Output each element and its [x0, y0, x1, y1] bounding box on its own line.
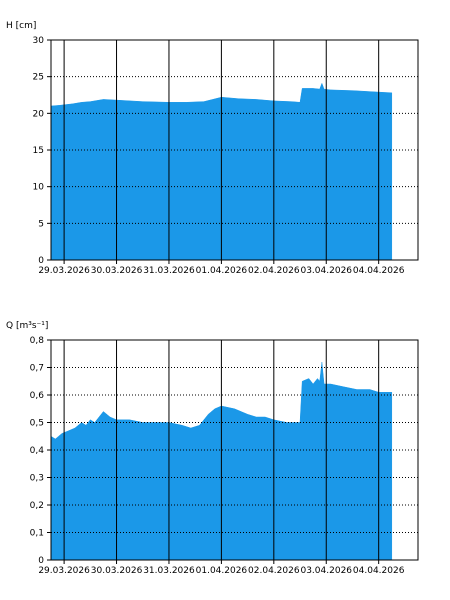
y-tick-label: 0,2: [30, 501, 44, 511]
y-tick-label: 30: [33, 36, 45, 46]
y-tick-label: 20: [33, 109, 45, 119]
y-tick-label: 25: [33, 73, 44, 83]
y-tick-label: 0,3: [30, 474, 44, 484]
x-tick-label: 04.04.2026: [353, 266, 405, 276]
x-tick-label: 04.04.2026: [353, 566, 405, 576]
x-tick-label: 30.03.2026: [91, 266, 143, 276]
x-tick-label: 31.03.2026: [143, 266, 195, 276]
y-tick-label: 0,6: [30, 391, 45, 401]
plot-frame: [50, 39, 419, 261]
x-tick-label: 31.03.2026: [143, 566, 195, 576]
x-tick-label: 02.04.2026: [248, 566, 300, 576]
y-tick-label: 5: [38, 219, 44, 229]
y-axis-label: H [cm]: [6, 21, 36, 31]
y-tick-label: 0,7: [30, 364, 44, 374]
y-tick-label: 0: [38, 556, 44, 566]
x-tick-label: 01.04.2026: [196, 266, 248, 276]
y-tick-label: 0: [38, 256, 44, 266]
plot-frame: [50, 339, 419, 561]
y-axis-label: Q [m³s⁻¹]: [6, 321, 48, 331]
y-tick-label: 0,1: [30, 529, 44, 539]
x-tick-label: 02.04.2026: [248, 266, 300, 276]
y-tick-label: 0,8: [30, 336, 45, 346]
x-tick-label: 03.04.2026: [300, 566, 352, 576]
x-tick-label: 29.03.2026: [38, 566, 90, 576]
x-tick-label: 03.04.2026: [300, 266, 352, 276]
water-level-chart: 0 5 10 15 20 25 30 29.03.2026 30.03.2026 31.03.20…: [6, 21, 419, 276]
x-tick-label: 01.04.2026: [196, 566, 248, 576]
y-tick-label: 0,4: [30, 446, 45, 456]
x-tick-label: 30.03.2026: [91, 566, 143, 576]
y-tick-label: 0,5: [30, 419, 44, 429]
y-tick-label: 15: [33, 146, 44, 156]
discharge-chart: 0 0,1 0,2 0,3 0,4 0,5 0,6 0,7 0,8 29.03.2026 30.03…: [6, 321, 419, 576]
y-tick-label: 10: [33, 183, 45, 193]
x-tick-label: 29.03.2026: [38, 266, 90, 276]
